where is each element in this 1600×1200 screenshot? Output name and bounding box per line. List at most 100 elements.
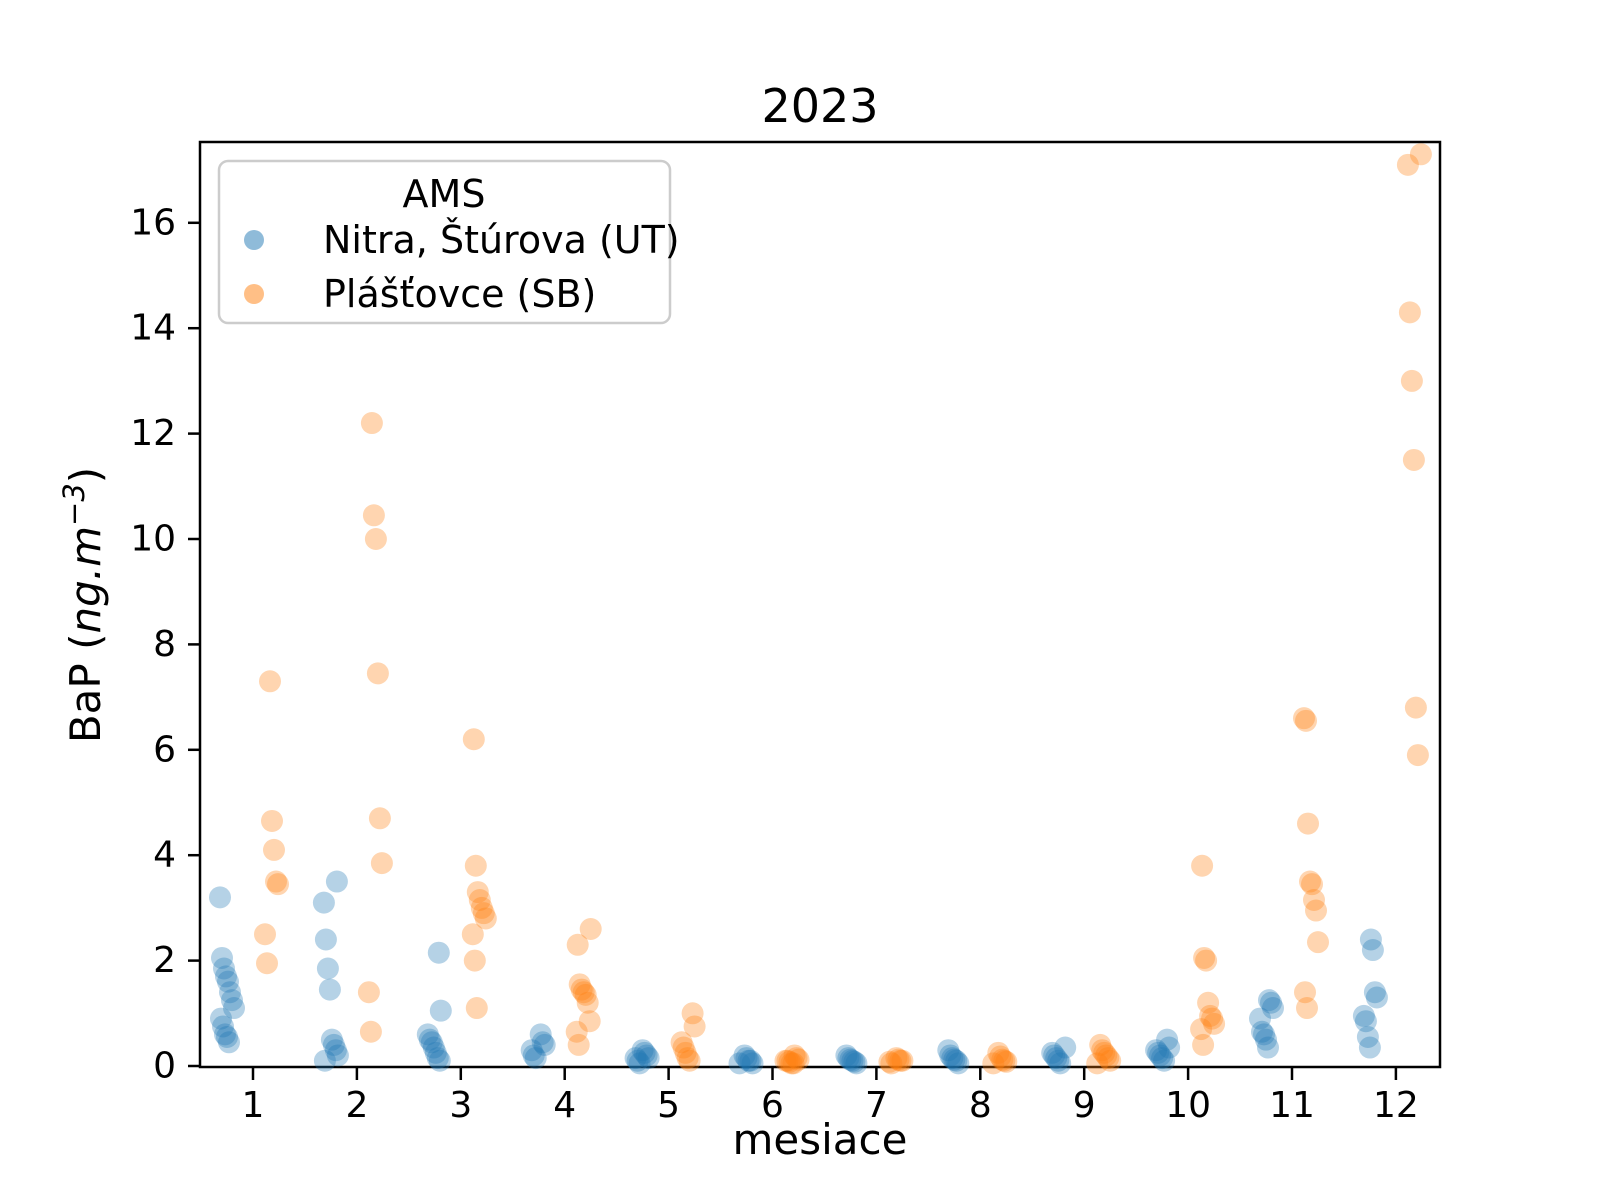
data-point-series-1 bbox=[1406, 744, 1429, 767]
data-point-series-1 bbox=[681, 1002, 704, 1025]
data-point-series-0 bbox=[1358, 1036, 1381, 1059]
data-point-series-1 bbox=[267, 873, 289, 896]
data-point-series-1 bbox=[357, 981, 380, 1004]
data-point-series-1 bbox=[259, 670, 281, 693]
y-label-superscript: −3 bbox=[57, 483, 91, 526]
chart-title: 2023 bbox=[761, 79, 878, 133]
data-point-series-1 bbox=[567, 1033, 590, 1056]
data-point-series-1 bbox=[1203, 1012, 1226, 1035]
data-point-series-0 bbox=[216, 1026, 238, 1049]
data-point-series-1 bbox=[1197, 991, 1220, 1014]
x-axis-label: mesiace bbox=[733, 1115, 908, 1164]
x-tick-label: 2 bbox=[345, 1085, 368, 1126]
data-point-series-0 bbox=[524, 1047, 547, 1070]
data-point-series-0 bbox=[427, 941, 450, 964]
data-point-series-0 bbox=[424, 1041, 447, 1064]
data-point-series-0 bbox=[1054, 1036, 1077, 1059]
data-point-series-1 bbox=[368, 807, 391, 830]
data-point-series-1 bbox=[465, 997, 488, 1020]
data-point-series-0 bbox=[845, 1052, 868, 1075]
data-point-series-0 bbox=[215, 965, 237, 988]
data-point-series-0 bbox=[739, 1049, 762, 1072]
data-point-series-1 bbox=[783, 1044, 806, 1067]
legend-marker-plastovce bbox=[244, 284, 264, 304]
y-tick-label: 0 bbox=[153, 1046, 176, 1087]
data-point-series-1 bbox=[468, 888, 491, 911]
data-point-series-0 bbox=[1352, 1004, 1375, 1027]
data-point-series-1 bbox=[891, 1049, 914, 1072]
x-tick-label: 10 bbox=[1165, 1085, 1211, 1126]
data-point-series-0 bbox=[628, 1052, 651, 1075]
data-point-series-1 bbox=[1201, 1007, 1224, 1030]
data-point-series-0 bbox=[420, 1031, 443, 1054]
data-point-series-0 bbox=[1257, 1036, 1279, 1059]
data-point-series-1 bbox=[683, 1015, 706, 1038]
data-point-series-1 bbox=[676, 1047, 699, 1070]
data-point-series-0 bbox=[219, 981, 241, 1004]
data-point-series-0 bbox=[735, 1047, 758, 1070]
data-point-series-1 bbox=[987, 1041, 1010, 1064]
data-point-series-0 bbox=[313, 1049, 336, 1072]
data-point-series-0 bbox=[326, 1044, 349, 1067]
data-point-series-0 bbox=[314, 928, 337, 951]
legend-marker-nitra bbox=[244, 230, 264, 250]
data-point-series-1 bbox=[1294, 981, 1316, 1004]
data-point-series-0 bbox=[1359, 928, 1382, 951]
data-point-series-1 bbox=[1091, 1039, 1114, 1062]
data-point-series-0 bbox=[733, 1044, 756, 1067]
data-point-series-0 bbox=[939, 1044, 962, 1067]
data-point-series-1 bbox=[461, 923, 484, 946]
data-point-series-1 bbox=[1301, 873, 1323, 896]
data-point-series-0 bbox=[633, 1041, 656, 1064]
y-label-suffix: ) bbox=[61, 467, 110, 483]
x-tick-label: 4 bbox=[553, 1085, 576, 1126]
data-point-series-1 bbox=[993, 1049, 1016, 1072]
data-point-series-1 bbox=[370, 852, 393, 875]
data-point-series-0 bbox=[533, 1033, 556, 1056]
y-tick-label: 4 bbox=[153, 835, 176, 876]
y-tick-label: 6 bbox=[153, 729, 176, 770]
data-point-series-1 bbox=[570, 978, 593, 1001]
data-points-layer bbox=[209, 143, 1432, 1075]
x-tick-label: 3 bbox=[449, 1085, 472, 1126]
data-point-series-1 bbox=[261, 809, 283, 832]
data-point-series-0 bbox=[210, 1007, 232, 1030]
x-tick-label: 12 bbox=[1373, 1085, 1419, 1126]
data-point-series-0 bbox=[1147, 1041, 1170, 1064]
data-point-series-1 bbox=[576, 991, 599, 1014]
data-point-series-1 bbox=[1402, 448, 1425, 471]
x-tick-label: 9 bbox=[1073, 1085, 1096, 1126]
data-point-series-1 bbox=[565, 1020, 588, 1043]
data-point-series-0 bbox=[1045, 1047, 1068, 1070]
data-point-series-0 bbox=[212, 1015, 234, 1038]
data-point-series-0 bbox=[1354, 1010, 1377, 1033]
data-point-series-0 bbox=[835, 1044, 858, 1067]
data-point-series-0 bbox=[418, 1028, 441, 1051]
data-point-series-1 bbox=[776, 1049, 799, 1072]
data-point-series-1 bbox=[887, 1048, 910, 1071]
data-point-series-1 bbox=[878, 1050, 901, 1073]
data-point-series-1 bbox=[780, 1052, 803, 1075]
data-point-series-0 bbox=[416, 1023, 439, 1046]
data-point-series-1 bbox=[1190, 1018, 1213, 1041]
data-point-series-0 bbox=[428, 1049, 451, 1072]
data-point-series-1 bbox=[360, 412, 383, 435]
data-point-series-1 bbox=[364, 528, 387, 550]
data-point-series-0 bbox=[531, 1031, 554, 1054]
data-point-series-1 bbox=[574, 983, 597, 1006]
data-point-series-1 bbox=[1297, 812, 1319, 835]
data-point-series-1 bbox=[464, 854, 487, 877]
data-point-series-1 bbox=[1303, 888, 1325, 911]
data-point-series-1 bbox=[1409, 143, 1432, 166]
x-tick-label: 8 bbox=[969, 1085, 992, 1126]
data-point-series-0 bbox=[631, 1039, 654, 1062]
data-point-series-0 bbox=[626, 1049, 649, 1072]
data-point-series-1 bbox=[1089, 1033, 1112, 1056]
y-tick-label: 16 bbox=[130, 202, 176, 243]
data-point-series-1 bbox=[995, 1050, 1018, 1073]
data-point-series-1 bbox=[1093, 1041, 1116, 1064]
data-point-series-0 bbox=[1156, 1028, 1179, 1051]
data-point-series-1 bbox=[1305, 899, 1327, 922]
data-point-series-1 bbox=[989, 1045, 1012, 1068]
data-point-series-0 bbox=[214, 1023, 236, 1046]
